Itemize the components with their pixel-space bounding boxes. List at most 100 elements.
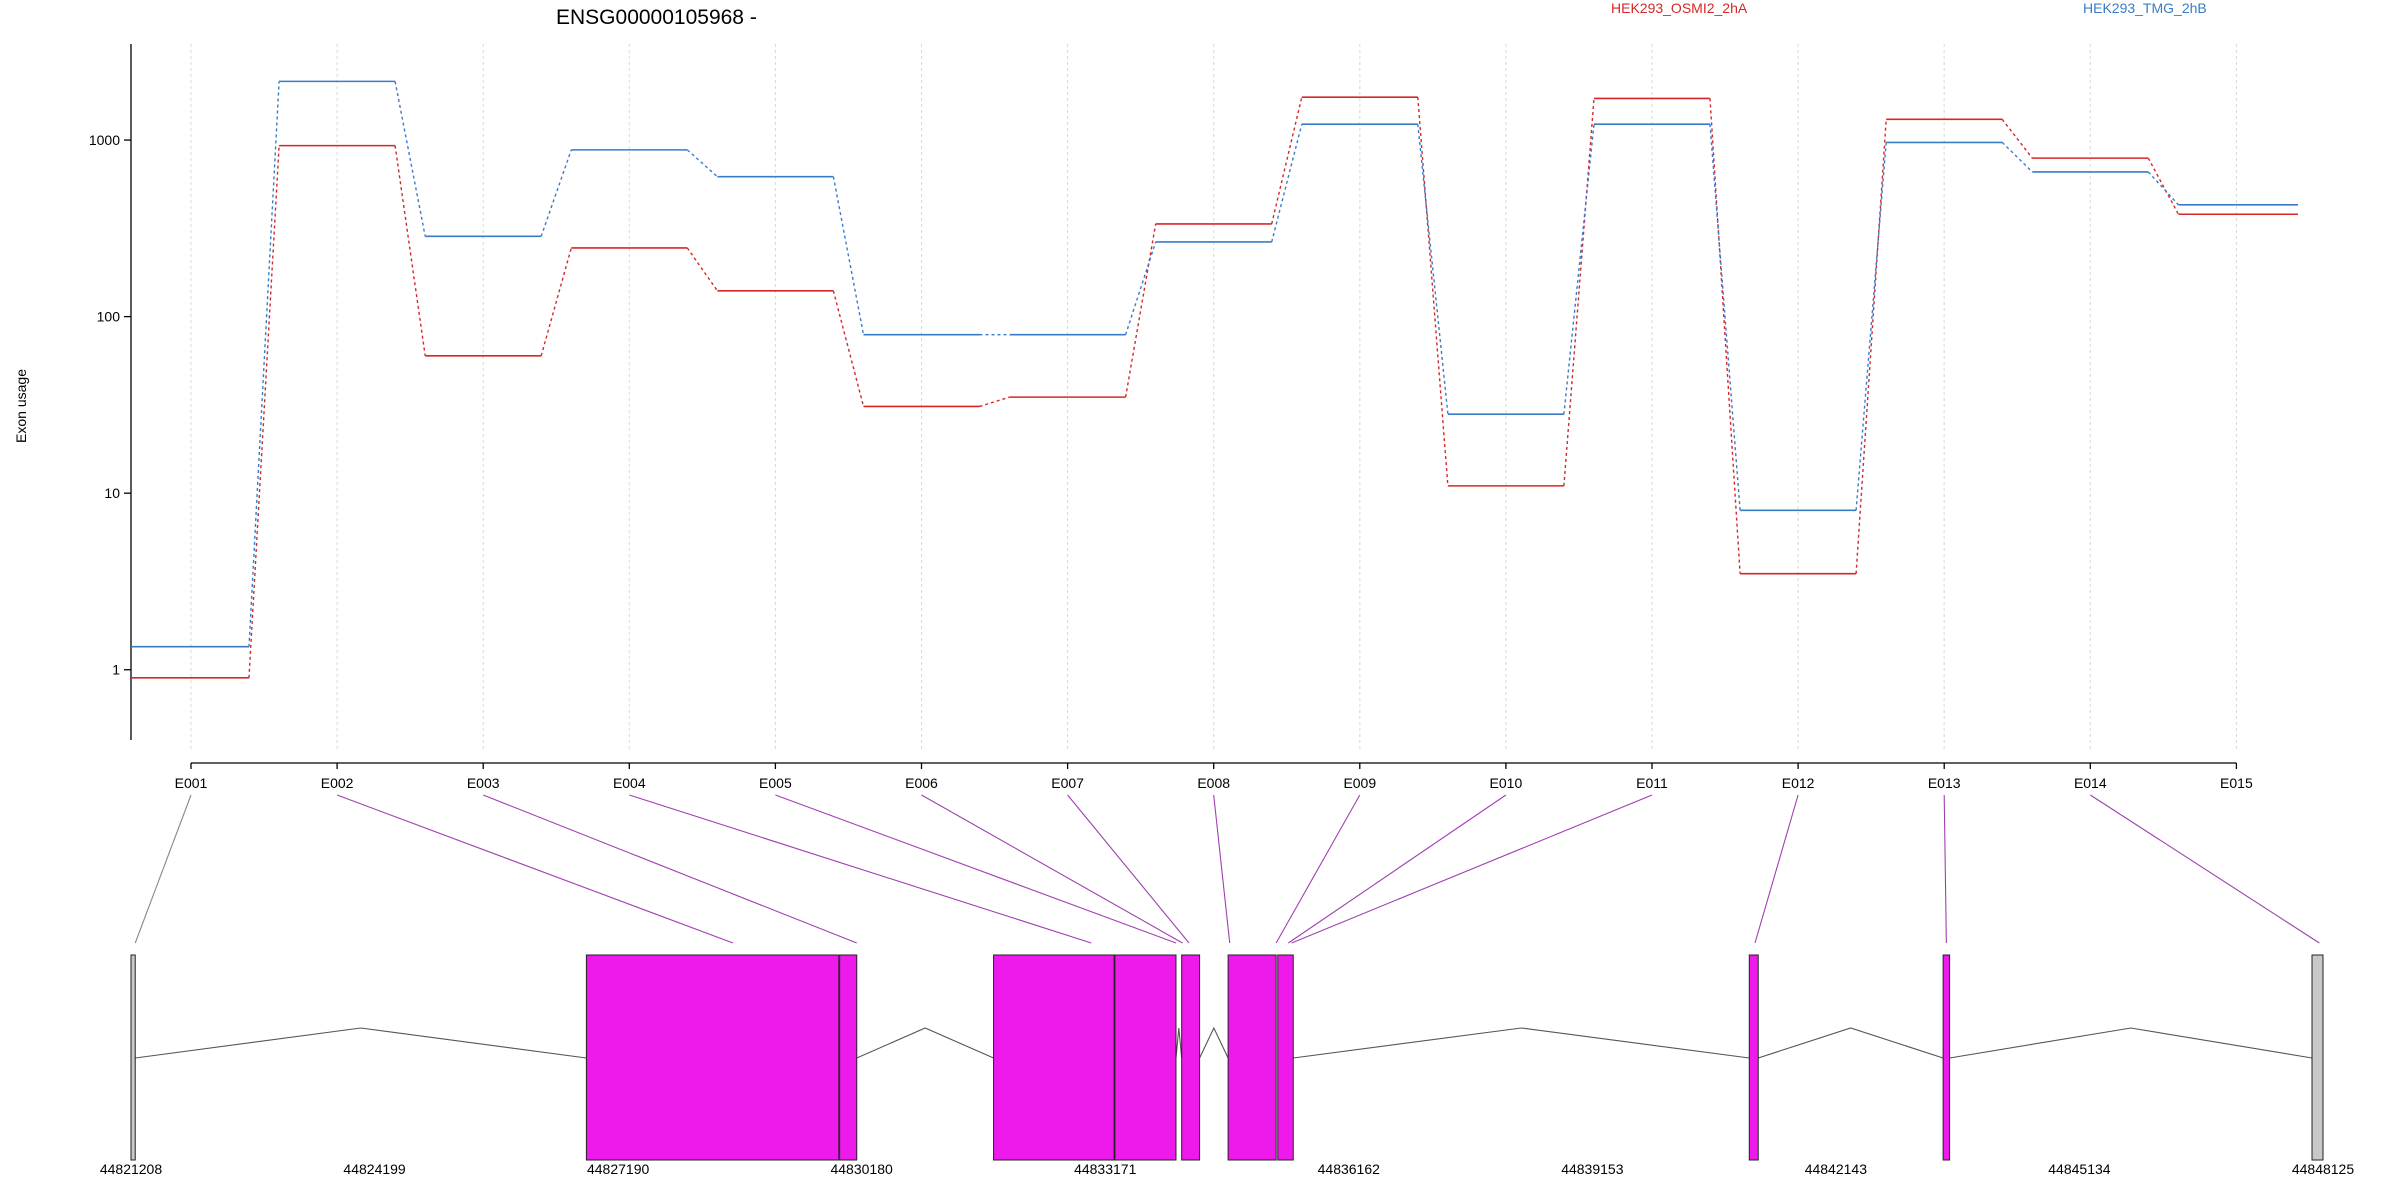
series-1-transition	[394, 145, 426, 356]
exon-box-1	[130, 954, 136, 1161]
connector-e002	[336, 794, 734, 944]
series-2-transition	[248, 81, 280, 647]
series-1-transition	[832, 290, 865, 407]
intron-line	[1949, 1027, 2313, 1059]
series-2-transition	[1124, 241, 1157, 335]
series-2-transition	[2147, 171, 2179, 206]
series-2	[131, 80, 2298, 648]
connector-e005	[775, 794, 1177, 944]
y-axis: 1 10 100 1000	[89, 44, 132, 740]
intron-line	[1758, 1027, 1944, 1059]
exon-label-e014: E014	[2074, 775, 2107, 791]
series-1-transition	[540, 247, 572, 356]
y-axis-label: Exon usage	[13, 369, 29, 443]
connector-e004	[629, 794, 1092, 944]
series-1-transition	[1855, 119, 1887, 574]
exon-label-e008: E008	[1197, 775, 1230, 791]
connector-e011	[1291, 794, 1653, 944]
series-2-transition	[686, 149, 718, 178]
chart-title: ENSG00000105968 -	[556, 6, 757, 29]
series-1-transition	[1417, 97, 1449, 486]
exon-label-e001: E001	[175, 775, 208, 791]
series-1-transition	[1709, 98, 1741, 574]
exon-box-2	[585, 954, 840, 1161]
series-1-transition	[2001, 118, 2033, 159]
legend-entry-tmg: HEK293_TMG_2hB	[2083, 0, 2207, 16]
exon-box-3	[839, 954, 858, 1161]
connector-e001	[134, 794, 192, 944]
y-tick-label: 100	[97, 309, 121, 325]
series-2-transition	[1271, 124, 1303, 243]
gene-model	[130, 954, 2324, 1161]
exon-label-e013: E013	[1928, 775, 1961, 791]
series-1-transition	[979, 396, 1010, 408]
exon-box-11	[2311, 954, 2324, 1161]
exon-box-5	[1114, 954, 1177, 1161]
vertical-gridlines	[190, 44, 2237, 752]
genomic-tick-label: 44821208	[100, 1161, 163, 1177]
exon-label-e007: E007	[1051, 775, 1084, 791]
exon-label-e015: E015	[2220, 775, 2253, 791]
intron-line	[856, 1027, 994, 1059]
genomic-tick-label: 44845134	[2048, 1161, 2111, 1177]
intron-line	[1293, 1027, 1750, 1059]
series-1-transition	[1124, 223, 1157, 398]
genomic-axis: 44821208 44824199 44827190 44830180 44833171…	[100, 1161, 2355, 1177]
exon-axis: E001 E002 E003 E004 E005 E006 E007 E008 E009 E010…	[175, 762, 2253, 791]
exon-box-7	[1227, 954, 1277, 1161]
y-tick-label: 1	[112, 662, 120, 678]
series-1-transition	[1271, 96, 1303, 225]
y-tick-label: 1000	[89, 132, 120, 148]
connector-e006	[921, 794, 1183, 944]
series-1	[131, 96, 2298, 679]
genomic-tick-label: 44848125	[2292, 1161, 2355, 1177]
exon-label-e010: E010	[1490, 775, 1523, 791]
series-2-transition	[394, 81, 426, 237]
series-1-transition	[248, 145, 280, 678]
exon-box-8	[1277, 954, 1294, 1161]
exon-box-9	[1748, 954, 1759, 1161]
series-2-transition	[2001, 141, 2033, 173]
genomic-tick-label: 44827190	[587, 1161, 650, 1177]
genomic-tick-label: 44824199	[343, 1161, 406, 1177]
genomic-tick-label: 44833171	[1074, 1161, 1137, 1177]
exon-label-e003: E003	[467, 775, 500, 791]
series-2-transition	[1563, 124, 1595, 415]
exon-box-4	[993, 954, 1115, 1161]
exon-box-6	[1181, 954, 1201, 1161]
connector-e009	[1275, 794, 1361, 944]
series-1-transition	[1563, 98, 1595, 486]
exon-box-10	[1942, 954, 1951, 1161]
series-2-transition	[1417, 124, 1449, 415]
y-tick-label: 10	[104, 485, 120, 501]
series-lines	[131, 80, 2298, 679]
exon-label-e011: E011	[1636, 775, 1668, 791]
series-2-transition	[1855, 142, 1887, 511]
exon-label-e002: E002	[321, 775, 354, 791]
intron-line	[1175, 1027, 1183, 1059]
genomic-tick-label: 44839153	[1561, 1161, 1624, 1177]
connector-e012	[1754, 794, 1799, 944]
connector-e008	[1213, 794, 1231, 944]
intron-line	[135, 1027, 587, 1059]
connector-e007	[1067, 794, 1190, 944]
exon-label-e012: E012	[1782, 775, 1815, 791]
exon-label-e004: E004	[613, 775, 646, 791]
series-1-transition	[2147, 157, 2180, 215]
connector-e013	[1943, 794, 1947, 944]
exon-connectors	[134, 794, 2320, 944]
exon-label-e005: E005	[759, 775, 792, 791]
intron-line	[1199, 1026, 1229, 1059]
connector-e003	[482, 794, 857, 944]
series-2-transition	[540, 149, 572, 237]
series-1-transition	[686, 247, 718, 292]
connector-e014	[2090, 794, 2320, 944]
connector-e010	[1288, 794, 1507, 944]
legend-entry-osmi2: HEK293_OSMI2_2hA	[1611, 0, 1748, 16]
genomic-tick-label: 44836162	[1318, 1161, 1381, 1177]
genomic-tick-label: 44830180	[830, 1161, 893, 1177]
genomic-tick-label: 44842143	[1805, 1161, 1868, 1177]
series-2-transition	[832, 176, 865, 335]
series-2-transition	[1709, 124, 1741, 511]
